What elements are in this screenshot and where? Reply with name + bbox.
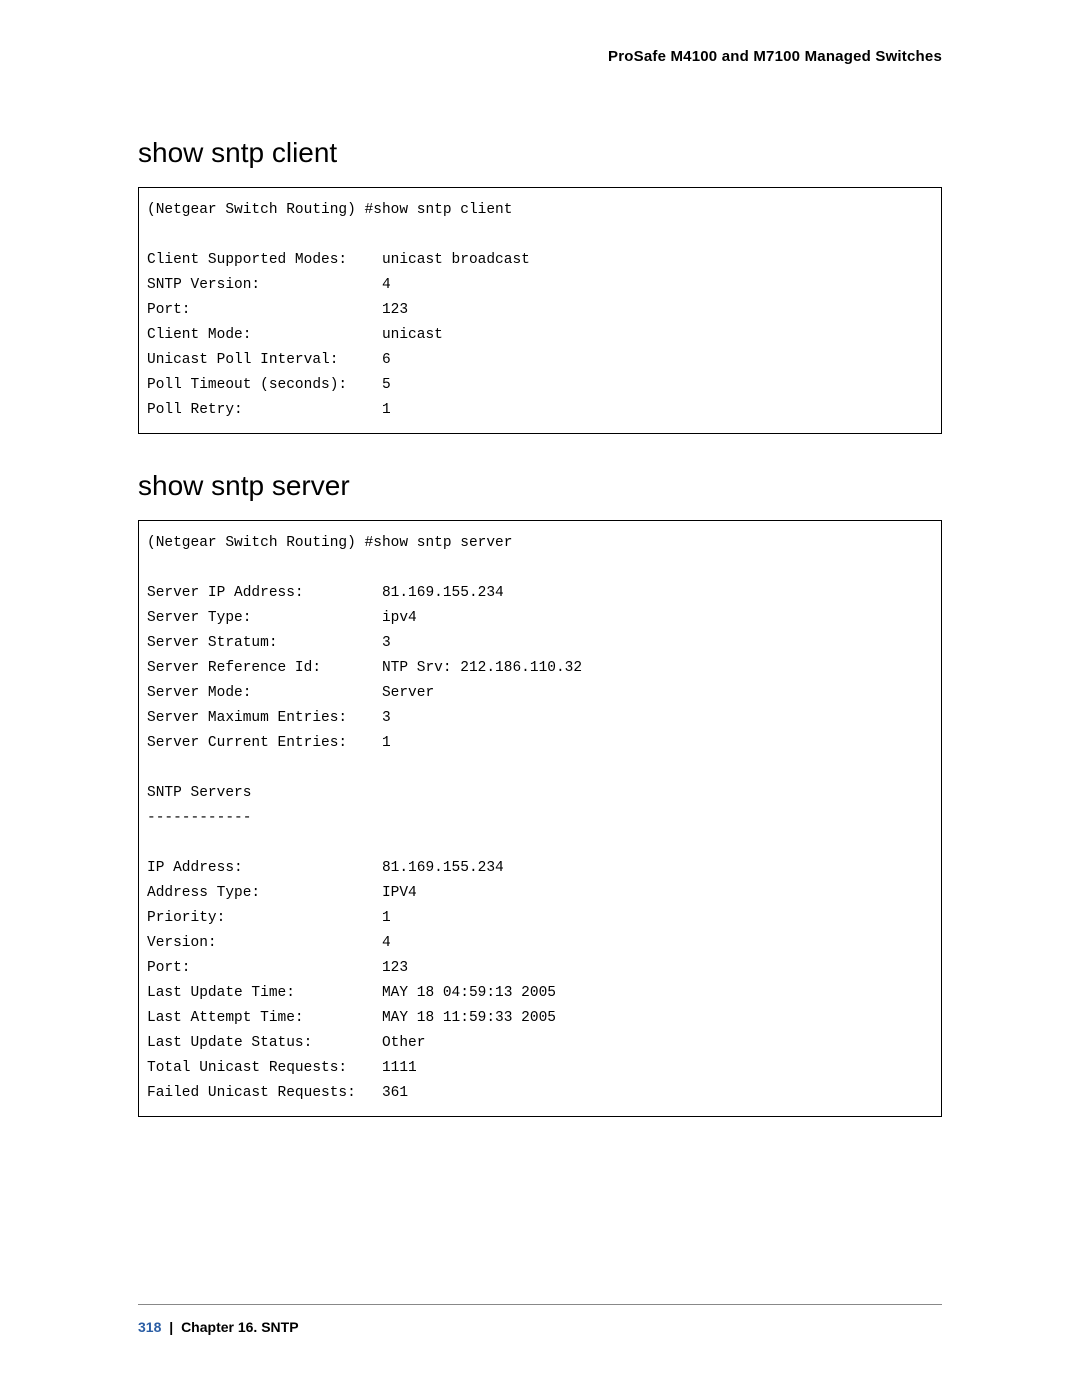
heading-show-sntp-client: show sntp client bbox=[138, 137, 942, 169]
code-box-server: (Netgear Switch Routing) #show sntp serv… bbox=[138, 520, 942, 1117]
footer-separator: | bbox=[169, 1319, 173, 1335]
section-server: show sntp server (Netgear Switch Routing… bbox=[138, 470, 942, 1117]
section-client: show sntp client (Netgear Switch Routing… bbox=[138, 137, 942, 434]
footer-text: 318 | Chapter 16. SNTP bbox=[138, 1319, 942, 1335]
code-box-client: (Netgear Switch Routing) #show sntp clie… bbox=[138, 187, 942, 434]
page-header: ProSafe M4100 and M7100 Managed Switches bbox=[138, 48, 942, 65]
document-page: ProSafe M4100 and M7100 Managed Switches… bbox=[0, 0, 1080, 1397]
heading-show-sntp-server: show sntp server bbox=[138, 470, 942, 502]
footer-page-number: 318 bbox=[138, 1319, 161, 1335]
page-footer: 318 | Chapter 16. SNTP bbox=[138, 1304, 942, 1335]
footer-chapter: Chapter 16. SNTP bbox=[181, 1319, 298, 1335]
footer-rule bbox=[138, 1304, 942, 1305]
